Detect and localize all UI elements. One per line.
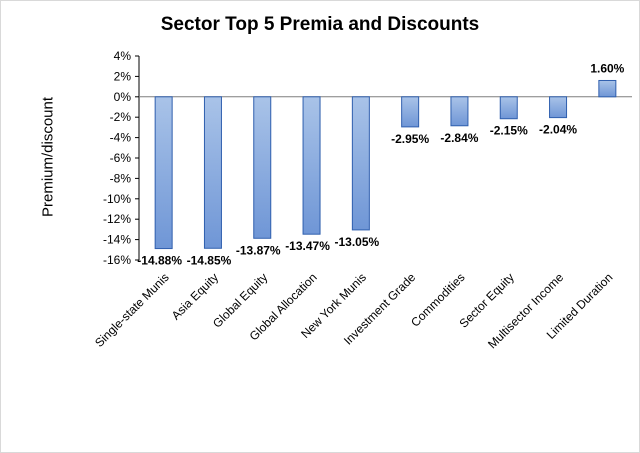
bar — [401, 96, 420, 128]
bar — [154, 96, 173, 250]
y-tick-label: -10% — [103, 192, 131, 206]
y-tick-label: -16% — [103, 253, 131, 267]
y-tick-label: 0% — [114, 90, 132, 104]
bar — [302, 96, 321, 235]
bar — [351, 96, 370, 231]
bar — [203, 96, 222, 249]
data-label: -13.87% — [236, 243, 281, 257]
bar — [549, 96, 568, 119]
data-label: -14.88% — [137, 254, 182, 268]
data-label: -13.47% — [285, 239, 330, 253]
y-tick-label: -4% — [110, 131, 132, 145]
y-tick-label: 4% — [114, 49, 132, 63]
data-label: -2.84% — [440, 131, 478, 145]
y-tick-label: -2% — [110, 110, 132, 124]
category-label: Single-state Munis — [92, 270, 172, 350]
category-label: Asia Equity — [169, 270, 221, 322]
data-label: -13.05% — [334, 235, 379, 249]
data-label: -2.15% — [490, 124, 528, 138]
chart-title: Sector Top 5 Premia and Discounts — [160, 14, 480, 35]
bar — [450, 96, 469, 127]
data-label: -14.85% — [187, 253, 232, 267]
data-label: -2.04% — [539, 123, 577, 137]
bar — [598, 79, 617, 98]
data-label: -2.95% — [391, 132, 429, 146]
bar — [499, 96, 518, 120]
y-tick-label: -14% — [103, 233, 131, 247]
data-label: 1.60% — [590, 61, 624, 75]
y-tick-label: 2% — [114, 69, 132, 83]
y-tick-label: -6% — [110, 151, 132, 165]
y-tick-label: -12% — [103, 212, 131, 226]
bar — [253, 96, 272, 239]
y-tick-label: -8% — [110, 171, 132, 185]
